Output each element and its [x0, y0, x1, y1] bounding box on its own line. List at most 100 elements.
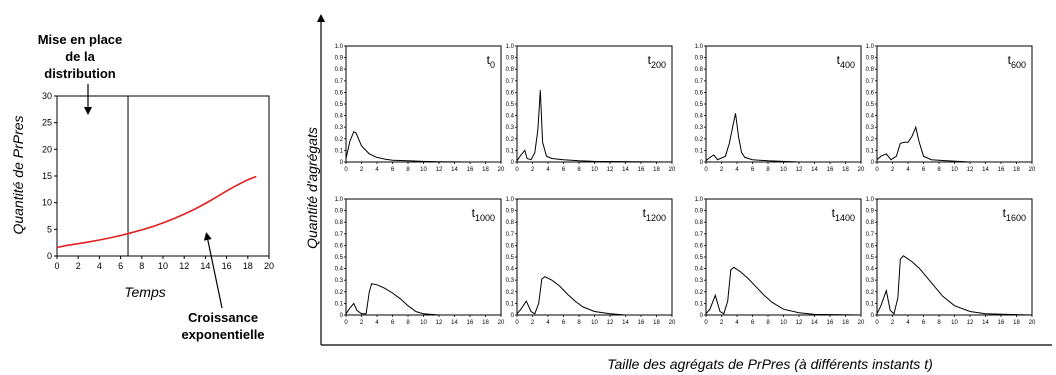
panel-time-letter: t [487, 53, 491, 67]
panel-time-subscript: 200 [651, 60, 666, 70]
panel-x-tick-label: 10 [951, 167, 958, 173]
panel-y-tick-label: 0.1 [335, 148, 344, 154]
panel-time-subscript: 1200 [646, 213, 666, 223]
panel-x-tick-label: 16 [998, 167, 1005, 173]
panel-x-tick-label: 4 [375, 167, 379, 173]
panel-y-tick-label: 0.2 [335, 137, 344, 143]
panel-y-tick-label: 0.8 [695, 67, 704, 73]
panel-x-tick-label: 6 [751, 320, 755, 326]
panel-y-tick-label: 1.0 [335, 197, 344, 203]
setup-annotation-line-2: de la [65, 49, 95, 64]
panel-y-tick-label: 0.5 [335, 102, 344, 108]
panel-y-tick-label: 0.3 [866, 278, 875, 284]
panel-x-tick-label: 2 [531, 167, 535, 173]
panel-y-tick-label: 0.5 [866, 102, 875, 108]
panel-y-tick-label: 0.2 [866, 290, 875, 296]
panel-x-tick-label: 18 [482, 167, 489, 173]
main-y-tick-label: 10 [42, 198, 52, 208]
panel-time-label: t1600 [1003, 206, 1026, 223]
panel-y-tick-label: 0.7 [335, 79, 344, 85]
panel-x-tick-label: 18 [653, 320, 660, 326]
panel-y-tick-label: 0.4 [866, 267, 875, 273]
panel-y-tick-label: 0.4 [506, 267, 515, 273]
panel-time-label: t400 [837, 53, 855, 70]
panel-y-tick-label: 0 [871, 313, 875, 319]
panel-x-tick-label: 18 [842, 167, 849, 173]
main-x-tick-label: 8 [139, 261, 144, 271]
main-plot-frame [56, 95, 270, 257]
panel-y-tick-label: 0.3 [506, 278, 515, 284]
panel-x-tick-label: 6 [751, 167, 755, 173]
growth-arrow [203, 232, 223, 309]
panel-x-tick-label: 20 [669, 167, 676, 173]
panel-y-tick-label: 0 [511, 313, 515, 319]
panel-t400: 0 0.1 0.2 0.3 0.4 0.5 0.6 0.7 0.8 0.9 1.0 0 2 4 6 8 10 12… [695, 44, 865, 173]
main-x-tick-label: 20 [264, 261, 274, 271]
panel-y-tick-label: 0.8 [335, 220, 344, 226]
panel-y-tick-label: 0.6 [506, 90, 515, 96]
panel-x-tick-label: 14 [982, 167, 989, 173]
small-multiples: Quantité d'agrégats Taille des agrégats … [304, 14, 1052, 372]
panel-y-tick-label: 0.7 [506, 232, 515, 238]
panel-x-tick-label: 6 [562, 320, 566, 326]
panel-x-tick-label: 0 [515, 320, 519, 326]
panel-x-tick-label: 12 [436, 167, 443, 173]
panel-y-tick-label: 0.7 [335, 232, 344, 238]
main-y-tick-label: 0 [47, 251, 52, 261]
panel-y-tick-label: 0.2 [866, 137, 875, 143]
panel-x-tick-label: 16 [998, 320, 1005, 326]
panel-x-tick-label: 4 [546, 167, 550, 173]
panel-y-tick-label: 0.6 [335, 243, 344, 249]
panel-t0: 0 0.1 0.2 0.3 0.4 0.5 0.6 0.7 0.8 0.9 1.0 0 2 4 6 8 10 12… [335, 44, 505, 173]
panel-y-tick-label: 0.6 [506, 243, 515, 249]
panel-time-subscript: 1600 [1006, 213, 1026, 223]
panel-y-tick-label: 0.6 [866, 243, 875, 249]
panel-x-tick-label: 8 [766, 167, 770, 173]
panel-y-tick-label: 0.1 [695, 301, 704, 307]
panel-x-tick-label: 8 [406, 320, 410, 326]
panel-y-tick-label: 0.3 [695, 125, 704, 131]
panel-x-tick-label: 20 [858, 320, 865, 326]
panel-x-tick-label: 0 [704, 320, 708, 326]
panel-y-tick-label: 0.3 [506, 125, 515, 131]
panel-t1200: 0 0.1 0.2 0.3 0.4 0.5 0.6 0.7 0.8 0.9 1.0 0 2 4 6 8 10 12… [506, 197, 676, 326]
main-x-axis-label: Temps [124, 284, 166, 300]
panel-y-tick-label: 0.2 [506, 290, 515, 296]
panel-y-tick-label: 0.7 [506, 79, 515, 85]
panel-x-tick-label: 18 [1013, 167, 1020, 173]
panel-y-tick-label: 0.3 [866, 125, 875, 131]
series-line-prpres [56, 175, 257, 249]
panel-time-label: t1200 [643, 206, 666, 223]
outer-x-axis-label: Taille des agrégats de PrPres (à différe… [607, 356, 933, 372]
panel-x-tick-label: 18 [482, 320, 489, 326]
panel-time-subscript: 0 [490, 60, 495, 70]
panel-y-tick-label: 0.3 [335, 125, 344, 131]
panel-x-tick-label: 14 [622, 320, 629, 326]
panel-x-tick-label: 0 [344, 320, 348, 326]
panel-y-tick-label: 0.1 [506, 301, 515, 307]
panel-y-tick-label: 0.3 [335, 278, 344, 284]
panel-x-tick-label: 12 [436, 320, 443, 326]
panel-x-tick-label: 4 [546, 320, 550, 326]
panel-x-tick-label: 20 [1029, 320, 1036, 326]
panel-t1000: 0 0.1 0.2 0.3 0.4 0.5 0.6 0.7 0.8 0.9 1.0 0 2 4 6 8 10 12… [335, 197, 505, 326]
panel-x-tick-label: 18 [1013, 320, 1020, 326]
panel-y-tick-label: 0.1 [335, 301, 344, 307]
panel-x-tick-label: 10 [591, 167, 598, 173]
panel-y-tick-label: 1.0 [335, 44, 344, 50]
panel-time-letter: t [837, 53, 841, 67]
panel-time-letter: t [832, 206, 836, 220]
panel-y-tick-label: 0.8 [866, 220, 875, 226]
panel-time-letter: t [1008, 53, 1012, 67]
panel-x-tick-label: 2 [720, 167, 724, 173]
panel-distribution-line [516, 276, 672, 316]
panel-y-tick-label: 0.8 [506, 67, 515, 73]
panel-time-label: t200 [648, 53, 666, 70]
panel-distribution-line [876, 125, 1032, 163]
panel-x-tick-label: 6 [391, 320, 395, 326]
panel-y-tick-label: 0.9 [506, 209, 515, 215]
panel-time-letter: t [472, 206, 476, 220]
panel-time-subscript: 400 [840, 60, 855, 70]
panel-t1400: 0 0.1 0.2 0.3 0.4 0.5 0.6 0.7 0.8 0.9 1.0 0 2 4 6 8 10 12… [695, 197, 865, 326]
panel-x-tick-label: 4 [735, 320, 739, 326]
